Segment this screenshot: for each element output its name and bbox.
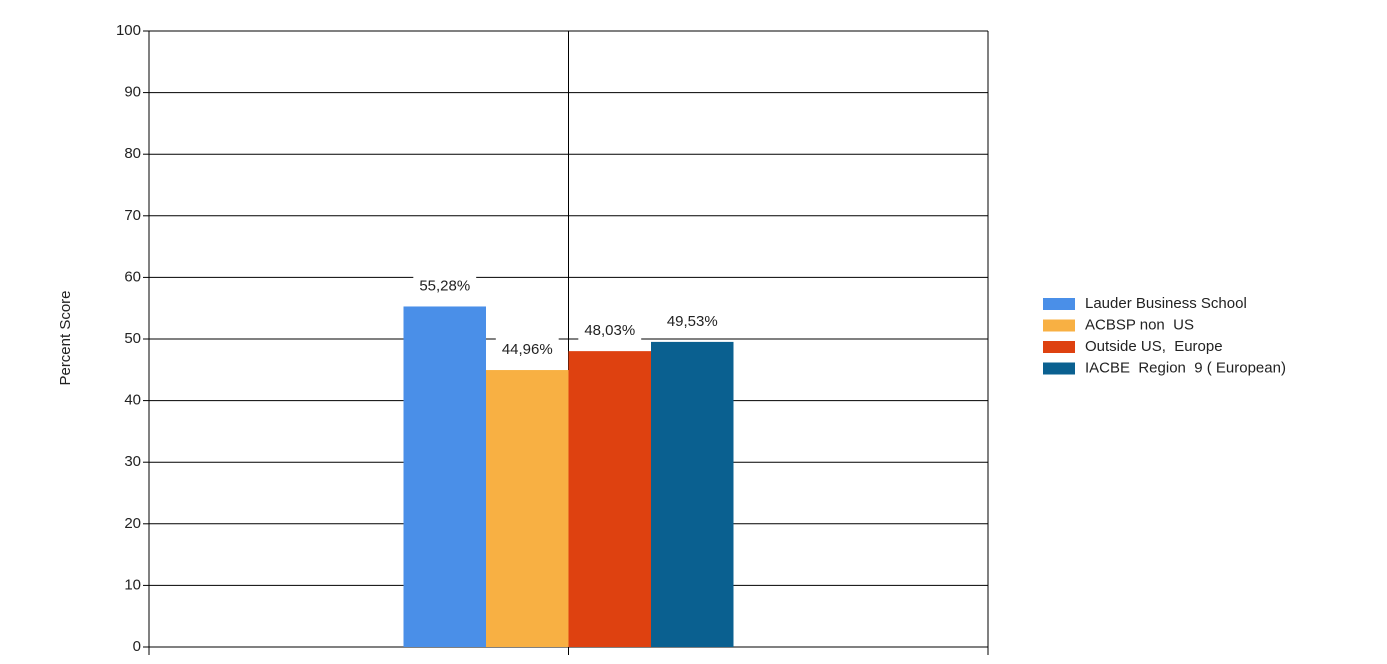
y-tick-label: 40 [124,392,141,409]
y-tick-label: 30 [124,453,141,470]
y-tick-label: 90 [124,84,141,101]
legend-label: Lauder Business School [1085,295,1247,312]
legend-swatch [1043,362,1075,375]
legend-swatch [1043,341,1075,353]
legend-swatch [1043,298,1075,310]
legend-label: Outside US, Europe [1085,338,1223,355]
legend-label: ACBSP non US [1085,316,1194,333]
value-label: 49,53% [667,313,718,330]
y-tick-label: 80 [124,145,141,162]
legend-swatch [1043,319,1075,332]
bar [568,351,651,647]
y-tick-label: 0 [133,638,141,655]
y-tick-label: 10 [124,576,141,593]
value-label-bg [660,308,724,334]
y-tick-label: 100 [116,22,141,39]
value-label-bg [495,337,559,363]
y-tick-label: 50 [124,330,141,347]
value-label-bg [413,273,477,299]
legend-label: IACBE Region 9 ( European) [1085,359,1286,376]
y-tick-label: 60 [124,268,141,285]
value-label: 44,96% [502,341,553,358]
y-tick-label: 20 [124,515,141,532]
y-axis-label: Percent Score [57,290,74,385]
bar [486,370,569,647]
y-tick-label: 70 [124,207,141,224]
value-label: 55,28% [419,277,470,294]
bar [651,341,734,647]
value-label: 48,03% [584,322,635,339]
bar [403,306,486,647]
value-label-bg [578,318,642,344]
